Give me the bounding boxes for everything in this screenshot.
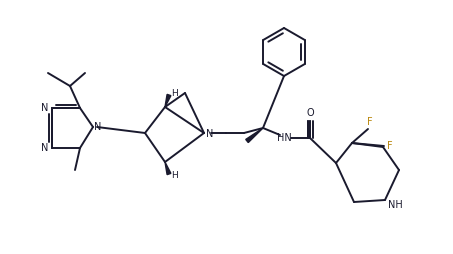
Text: H: H (172, 171, 178, 181)
Text: H: H (172, 88, 178, 98)
Text: N: N (41, 103, 48, 113)
Polygon shape (246, 128, 263, 142)
Text: F: F (387, 141, 393, 151)
Text: N: N (94, 122, 101, 132)
Text: F: F (367, 117, 373, 127)
Text: O: O (306, 108, 314, 118)
Text: NH: NH (388, 200, 402, 210)
Text: HN: HN (277, 133, 291, 143)
Polygon shape (165, 162, 171, 175)
Polygon shape (165, 94, 171, 107)
Text: N: N (41, 143, 48, 153)
Text: N: N (206, 129, 214, 139)
